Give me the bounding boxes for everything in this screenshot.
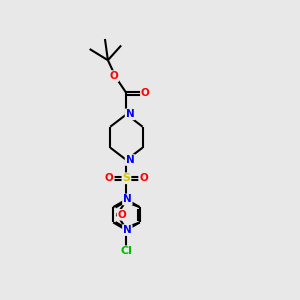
Text: N: N xyxy=(123,194,132,205)
Text: N: N xyxy=(126,110,134,119)
Text: O: O xyxy=(118,210,126,220)
Text: Cl: Cl xyxy=(121,246,132,256)
Text: O: O xyxy=(105,173,114,183)
Text: O: O xyxy=(110,71,118,81)
Text: N: N xyxy=(123,225,132,235)
Text: S: S xyxy=(122,173,130,183)
Text: O: O xyxy=(139,173,148,183)
Text: N: N xyxy=(126,155,134,165)
Text: O: O xyxy=(141,88,150,98)
